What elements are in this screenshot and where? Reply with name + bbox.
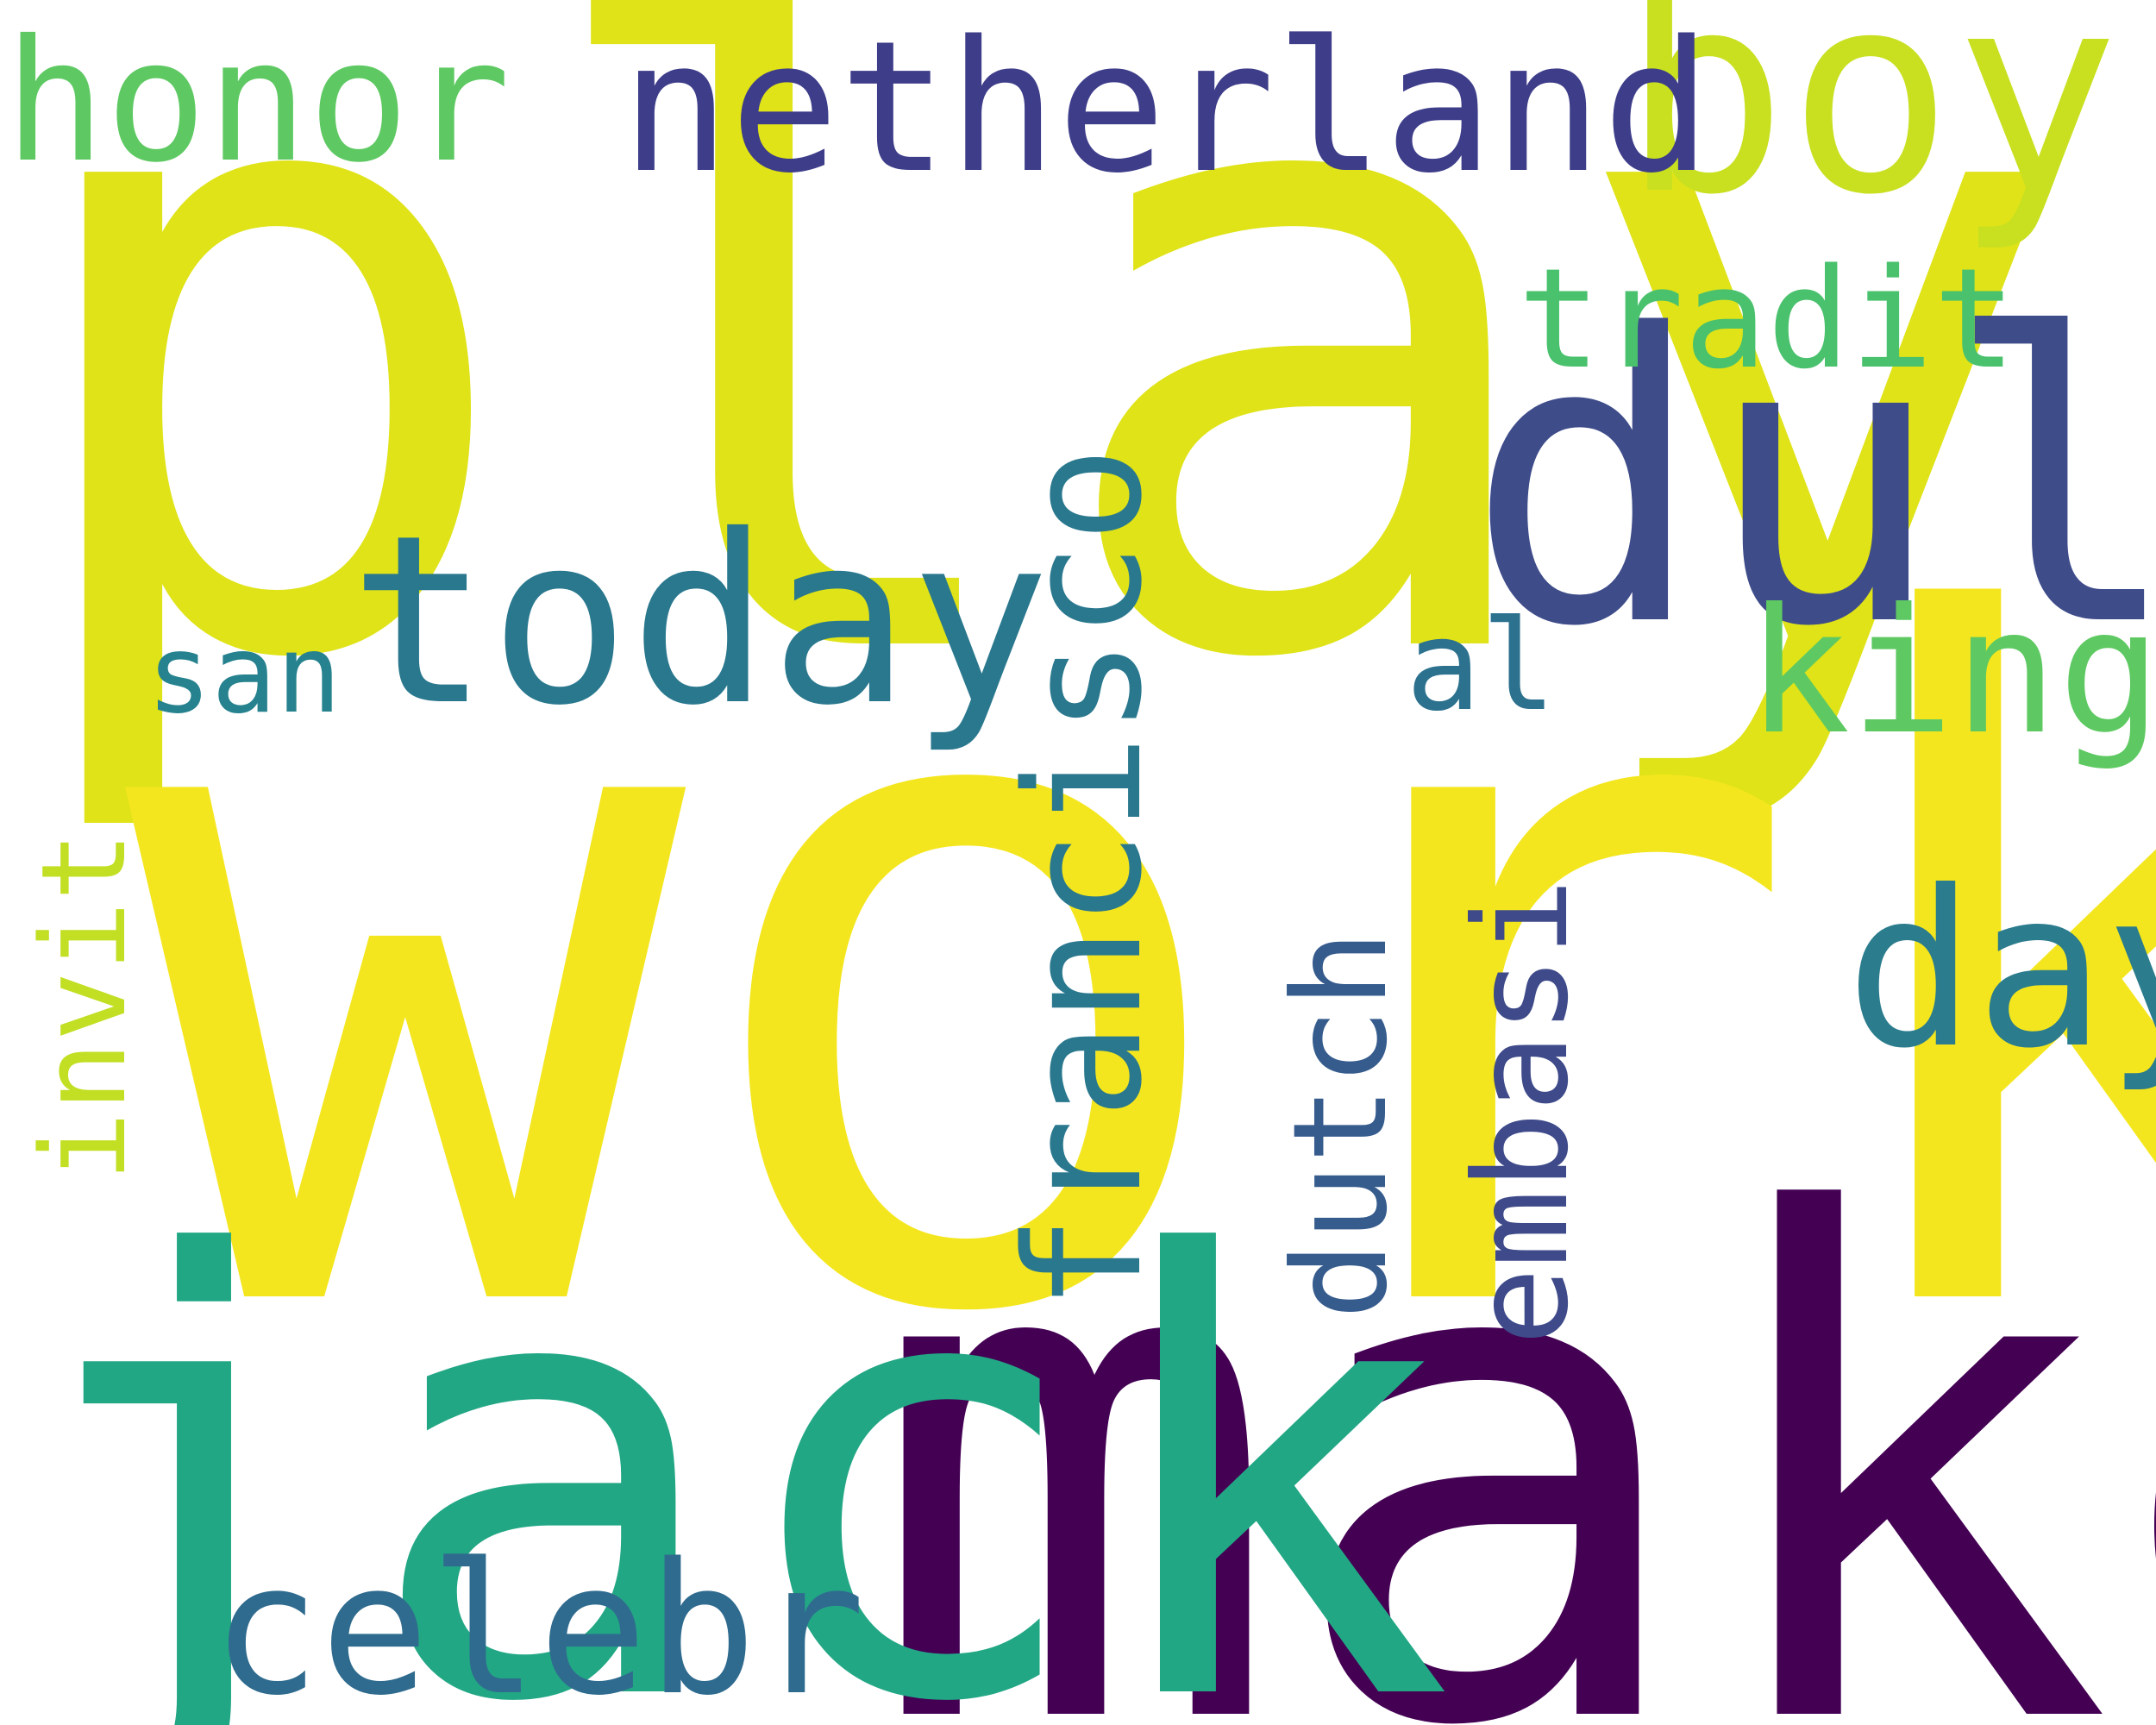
word-san: san [147, 612, 342, 737]
word-dull: dull [1466, 252, 2156, 713]
word-work: work [125, 432, 2156, 1516]
word-king: king [1746, 572, 2156, 773]
word-celebr: celebr [211, 1524, 866, 1725]
word-dutch: dutch [1266, 930, 1416, 1320]
word-francisco: francisco [991, 446, 1177, 1311]
word-play: play [4, 0, 2082, 847]
word-jack: jack [0, 1132, 1454, 1725]
word-honor: honor [4, 3, 511, 199]
word-netherland: netherland [621, 2, 1712, 213]
word-al: al [1406, 593, 1557, 739]
word-day: day [1846, 844, 2156, 1095]
word-embasi: embasi [1447, 878, 1597, 1346]
word-today: today [349, 485, 1050, 756]
word-boy: boy [1621, 0, 2120, 255]
word-tradit: tradit [1518, 238, 2016, 399]
word-invit: invit [16, 831, 152, 1182]
word-make: make [867, 1073, 2156, 1725]
